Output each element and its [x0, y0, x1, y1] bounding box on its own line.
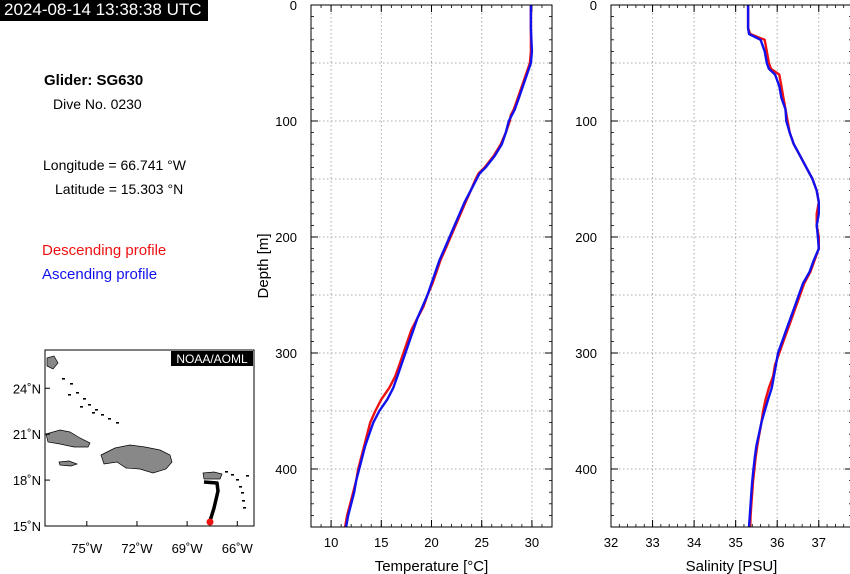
small-island: [83, 398, 86, 400]
map-lon-label: 75˚W: [71, 541, 103, 556]
x-tick-label: 34: [687, 535, 701, 550]
plot-frame: [610, 4, 850, 528]
small-island: [70, 383, 73, 385]
series-line-descending: [746, 5, 820, 528]
small-island: [68, 394, 71, 396]
legend-ascending: Ascending profile: [42, 266, 158, 283]
x-tick-label: 25: [474, 535, 488, 550]
map-lat-label: 24˚N: [13, 381, 41, 396]
map-lon-label: 69˚W: [172, 541, 204, 556]
x-tick-label: 10: [324, 535, 338, 550]
small-island: [225, 471, 228, 473]
timestamp: 2024-08-14 13:38:38 UTC: [0, 0, 208, 21]
map-lon-label: 72˚W: [121, 541, 153, 556]
x-axis-label: Salinity [PSU]: [686, 558, 778, 574]
map-lat-label: 21˚N: [13, 427, 41, 442]
map-frame: [44, 349, 255, 527]
jamaica-land: [58, 460, 79, 467]
small-island: [239, 486, 242, 488]
small-island: [236, 479, 239, 481]
y-tick-label: 0: [590, 0, 597, 13]
series-line-ascending: [344, 5, 534, 528]
small-island: [76, 392, 79, 394]
y-tick-label: 100: [275, 114, 297, 129]
dive-number: Dive No. 0230: [53, 96, 142, 112]
x-tick-label: 32: [604, 535, 618, 550]
map-lat-label: 18˚N: [13, 473, 41, 488]
cuba-land: [45, 429, 91, 448]
y-tick-label: 100: [575, 114, 597, 129]
map-panel: NOAA/AOML 24˚N 21˚N 18˚N 15˚N 75˚W 72˚W 69˚W 66˚…: [13, 349, 255, 556]
y-tick-label: 0: [290, 0, 297, 13]
latitude-readout: Latitude = 15.303 °N: [55, 181, 184, 197]
glider-name: Glider: SG630: [44, 72, 144, 89]
small-island: [231, 474, 234, 476]
x-tick-label: 36: [770, 535, 784, 550]
small-island: [92, 412, 95, 414]
x-tick-label: 20: [424, 535, 438, 550]
glider-position-marker: [206, 518, 214, 526]
profile-chart-2: 32 33 34 35 36 37 0 100 200 300 400 Salinity [PSU]: [575, 0, 850, 574]
x-tick-label: 33: [645, 535, 659, 550]
florida-land: [46, 355, 59, 370]
small-island: [116, 422, 119, 424]
y-axis-label: Depth [m]: [255, 233, 272, 298]
y-tick-label: 400: [275, 462, 297, 477]
series-line-ascending: [746, 5, 820, 528]
glider-track: [203, 480, 220, 522]
x-tick-label: 35: [728, 535, 742, 550]
small-island: [80, 406, 83, 408]
small-island: [88, 404, 91, 406]
small-island: [243, 507, 246, 509]
x-tick-label: 37: [812, 535, 826, 550]
small-island: [246, 475, 249, 477]
small-island: [62, 378, 65, 380]
x-axis-label: Temperature [°C]: [375, 558, 489, 574]
y-tick-label: 200: [575, 230, 597, 245]
x-tick-label: 15: [374, 535, 388, 550]
y-tick-label: 400: [575, 462, 597, 477]
y-tick-label: 300: [275, 346, 297, 361]
puerto-rico-land: [202, 471, 223, 480]
small-island: [101, 414, 104, 416]
map-lat-label: 15˚N: [13, 519, 41, 534]
small-island: [108, 418, 111, 420]
plot-frame: [310, 4, 553, 528]
map-badge-bg: [171, 351, 253, 366]
small-island: [242, 500, 245, 502]
longitude-readout: Longitude = 66.741 °W: [43, 157, 186, 173]
y-tick-label: 300: [575, 346, 597, 361]
x-tick-label: 30: [525, 535, 539, 550]
small-island: [241, 492, 244, 494]
map-lon-label: 66˚W: [222, 541, 254, 556]
hispaniola-land: [100, 444, 173, 474]
legend-descending: Descending profile: [42, 242, 167, 259]
y-tick-label: 200: [275, 230, 297, 245]
map-badge: NOAA/AOML: [176, 352, 248, 366]
small-island: [95, 409, 98, 411]
